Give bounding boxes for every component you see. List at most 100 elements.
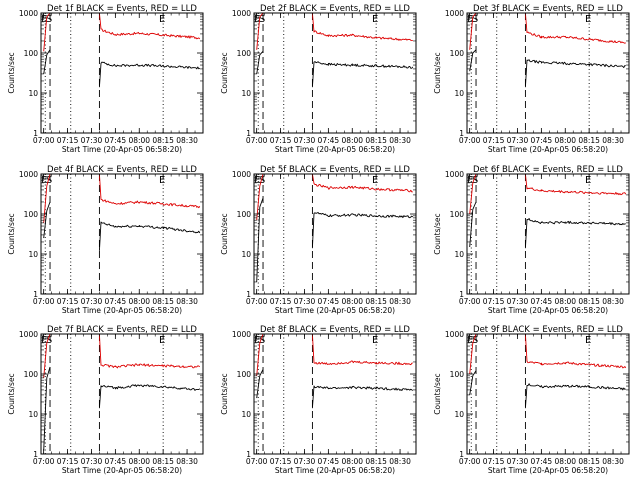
x-axis-label: Start Time (20-Apr-05 06:58:20): [275, 306, 395, 315]
x-tick-label: 07:45: [531, 297, 553, 306]
plot-frame: [253, 12, 417, 134]
x-tick-label: 08:15: [365, 297, 387, 306]
plot-area: [256, 334, 414, 409]
x-tick-label: 07:00: [246, 457, 268, 466]
event-marker-label: E: [159, 335, 165, 346]
x-tick-label: 07:45: [531, 457, 553, 466]
y-axis-label: Counts/sec: [433, 373, 442, 414]
plot-area: [256, 174, 414, 283]
y-tick-label: 1000: [19, 330, 38, 339]
y-axis-label: Counts/sec: [220, 213, 229, 254]
x-tick-label: 08:30: [602, 297, 624, 306]
y-tick-label: 1: [459, 450, 464, 459]
x-tick-label: 07:00: [33, 457, 55, 466]
x-tick-label: 07:30: [507, 297, 529, 306]
event-marker-label: E: [585, 175, 591, 186]
event-marker-label: E: [467, 14, 473, 25]
y-tick-label: 1000: [232, 9, 251, 18]
x-tick-label: 07:45: [105, 457, 127, 466]
y-tick-label: 1: [33, 290, 38, 299]
x-tick-label: 07:15: [483, 457, 505, 466]
y-axis-label: Counts/sec: [7, 52, 16, 93]
event-marker-label: E: [41, 175, 47, 186]
plot-area: [469, 174, 627, 249]
plot-frame: [466, 12, 630, 134]
event-marker-label: E: [372, 175, 378, 186]
y-tick-label: 100: [24, 370, 39, 379]
event-marker-label: E: [41, 14, 47, 25]
y-tick-label: 100: [450, 370, 465, 379]
x-tick-label: 08:15: [152, 136, 174, 145]
event-marker-label: E: [585, 14, 591, 25]
chart-title: Det 8f BLACK = Events, RED = LLD: [260, 325, 410, 335]
x-tick-label: 08:00: [128, 136, 150, 145]
event-rate-series-line: [256, 197, 414, 283]
event-marker-label: S: [472, 175, 478, 186]
y-axis-label: Counts/sec: [433, 52, 442, 93]
y-tick-label: 100: [237, 210, 252, 219]
plot-frame: [466, 173, 630, 295]
x-tick-label: 08:15: [578, 136, 600, 145]
x-tick-label: 07:15: [483, 136, 505, 145]
x-tick-label: 07:30: [294, 136, 316, 145]
y-tick-label: 10: [28, 89, 38, 98]
event-marker-label: E: [254, 175, 260, 186]
y-axis-label: Counts/sec: [433, 213, 442, 254]
x-axis-label: Start Time (20-Apr-05 06:58:20): [488, 466, 608, 475]
plot-area: [43, 334, 201, 451]
y-tick-label: 10: [454, 410, 464, 419]
y-axis-label: Counts/sec: [7, 373, 16, 414]
plot-frame: [40, 333, 204, 455]
plot-area: [43, 174, 201, 251]
x-tick-label: 08:00: [128, 297, 150, 306]
y-tick-label: 100: [450, 49, 465, 58]
y-tick-label: 1: [246, 129, 251, 138]
x-tick-label: 08:30: [389, 136, 411, 145]
event-rate-series-line: [43, 366, 201, 451]
x-tick-label: 07:00: [459, 136, 481, 145]
y-axis-label: Counts/sec: [7, 213, 16, 254]
chart-title: Det 9f BLACK = Events, RED = LLD: [473, 325, 623, 335]
y-tick-label: 1: [33, 450, 38, 459]
lld-rate-series-line: [256, 13, 413, 50]
x-tick-label: 07:15: [270, 457, 292, 466]
x-axis-label: Start Time (20-Apr-05 06:58:20): [488, 145, 608, 154]
x-tick-label: 07:00: [246, 136, 268, 145]
y-tick-label: 100: [450, 210, 465, 219]
event-rate-series-line: [469, 49, 626, 88]
x-tick-label: 07:30: [507, 457, 529, 466]
x-axis-label: Start Time (20-Apr-05 06:58:20): [275, 145, 395, 154]
x-tick-label: 08:00: [128, 457, 150, 466]
x-tick-label: 07:15: [270, 297, 292, 306]
x-tick-label: 07:30: [294, 457, 316, 466]
event-marker-label: E: [372, 14, 378, 25]
y-tick-label: 1000: [19, 9, 38, 18]
y-tick-label: 10: [454, 89, 464, 98]
y-tick-label: 1: [459, 129, 464, 138]
y-tick-label: 100: [237, 49, 252, 58]
x-tick-label: 08:00: [341, 457, 363, 466]
event-rate-series-line: [256, 369, 414, 409]
x-tick-label: 08:15: [578, 457, 600, 466]
y-tick-label: 1: [246, 290, 251, 299]
x-tick-label: 08:30: [602, 136, 624, 145]
x-axis-label: Start Time (20-Apr-05 06:58:20): [62, 466, 182, 475]
plot-frame: [40, 12, 204, 134]
event-marker-label: S: [472, 335, 478, 346]
event-marker-label: S: [259, 335, 265, 346]
x-tick-label: 07:00: [459, 457, 481, 466]
y-tick-label: 100: [24, 49, 39, 58]
plot-area: [256, 13, 414, 88]
y-tick-label: 10: [28, 250, 38, 259]
x-tick-label: 08:15: [152, 297, 174, 306]
x-axis-label: Start Time (20-Apr-05 06:58:20): [488, 306, 608, 315]
y-tick-label: 1000: [445, 9, 464, 18]
y-axis-label: Counts/sec: [220, 373, 229, 414]
